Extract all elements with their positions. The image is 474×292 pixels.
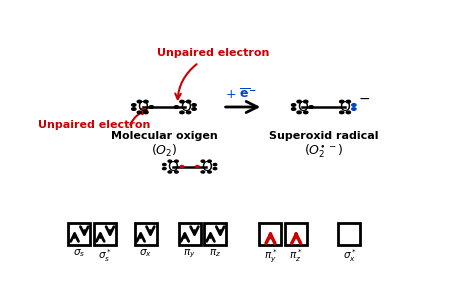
Text: $\pi_z^*$: $\pi_z^*$	[290, 248, 303, 264]
Circle shape	[186, 111, 191, 114]
Circle shape	[180, 111, 184, 114]
Circle shape	[168, 160, 172, 162]
Bar	[338, 223, 360, 245]
Bar	[135, 223, 156, 245]
Circle shape	[201, 171, 205, 173]
Text: Superoxid radical: Superoxid radical	[269, 131, 379, 140]
Circle shape	[149, 106, 154, 108]
Text: $\sigma_s^*$: $\sigma_s^*$	[98, 248, 112, 264]
Circle shape	[163, 164, 166, 166]
Text: $-$: $-$	[358, 91, 370, 105]
Text: $\pi_y^*$: $\pi_y^*$	[264, 248, 277, 265]
Circle shape	[346, 111, 350, 114]
Circle shape	[137, 100, 141, 103]
Text: $\sigma_s$: $\sigma_s$	[73, 248, 85, 259]
Text: O: O	[297, 100, 308, 114]
Circle shape	[137, 111, 141, 114]
Text: $\pi_z$: $\pi_z$	[210, 248, 221, 259]
Circle shape	[352, 108, 356, 110]
Text: $(O_2)$: $(O_2)$	[151, 143, 177, 159]
Circle shape	[297, 100, 301, 103]
Circle shape	[297, 111, 301, 114]
Circle shape	[213, 164, 217, 166]
Bar	[259, 223, 282, 245]
Circle shape	[163, 168, 166, 170]
Circle shape	[352, 104, 356, 106]
Circle shape	[304, 100, 308, 103]
Circle shape	[309, 106, 313, 108]
Circle shape	[192, 108, 196, 110]
Text: $\pi_y$: $\pi_y$	[183, 248, 196, 260]
Circle shape	[201, 160, 205, 162]
Circle shape	[346, 100, 350, 103]
Bar	[94, 223, 116, 245]
Text: Molecular oxigen: Molecular oxigen	[110, 131, 217, 140]
Circle shape	[339, 111, 344, 114]
Circle shape	[213, 168, 217, 170]
Text: O: O	[168, 159, 179, 173]
Circle shape	[132, 108, 136, 110]
Circle shape	[196, 166, 199, 168]
Circle shape	[292, 108, 296, 110]
Circle shape	[132, 104, 136, 106]
Circle shape	[339, 100, 344, 103]
Bar	[285, 223, 307, 245]
Bar	[179, 223, 201, 245]
Text: $(O_2^{\bullet\,-})$: $(O_2^{\bullet\,-})$	[304, 143, 344, 161]
Circle shape	[175, 171, 178, 173]
Circle shape	[186, 100, 191, 103]
Bar	[68, 223, 91, 245]
Circle shape	[174, 106, 179, 108]
Circle shape	[180, 166, 184, 168]
Text: O: O	[137, 100, 148, 114]
Circle shape	[144, 111, 148, 114]
Circle shape	[304, 111, 308, 114]
Text: $\sigma_x^*$: $\sigma_x^*$	[343, 248, 356, 264]
Circle shape	[144, 100, 148, 103]
Circle shape	[175, 160, 178, 162]
Text: O: O	[339, 100, 350, 114]
Circle shape	[180, 100, 184, 103]
Text: $\sigma_x$: $\sigma_x$	[139, 248, 152, 259]
Text: $+\ \mathbf{\overline{e}}^{\mathbf{-}}$: $+\ \mathbf{\overline{e}}^{\mathbf{-}}$	[225, 88, 257, 102]
Circle shape	[208, 160, 211, 162]
Circle shape	[292, 104, 296, 106]
Circle shape	[208, 171, 211, 173]
Bar	[204, 223, 227, 245]
Text: O: O	[201, 159, 211, 173]
Text: O: O	[180, 100, 191, 114]
Circle shape	[168, 171, 172, 173]
Text: Unpaired electron: Unpaired electron	[38, 120, 150, 130]
Circle shape	[192, 104, 196, 106]
Text: Unpaired electron: Unpaired electron	[157, 48, 270, 58]
